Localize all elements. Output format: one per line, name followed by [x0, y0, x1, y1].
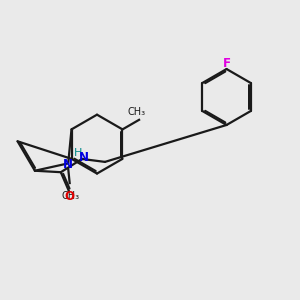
- Text: H: H: [74, 148, 82, 158]
- Text: F: F: [223, 57, 231, 70]
- Text: CH₃: CH₃: [127, 107, 145, 118]
- Text: CH₃: CH₃: [61, 191, 79, 201]
- Text: N: N: [63, 158, 73, 171]
- Text: O: O: [64, 190, 74, 203]
- Text: N: N: [79, 151, 88, 164]
